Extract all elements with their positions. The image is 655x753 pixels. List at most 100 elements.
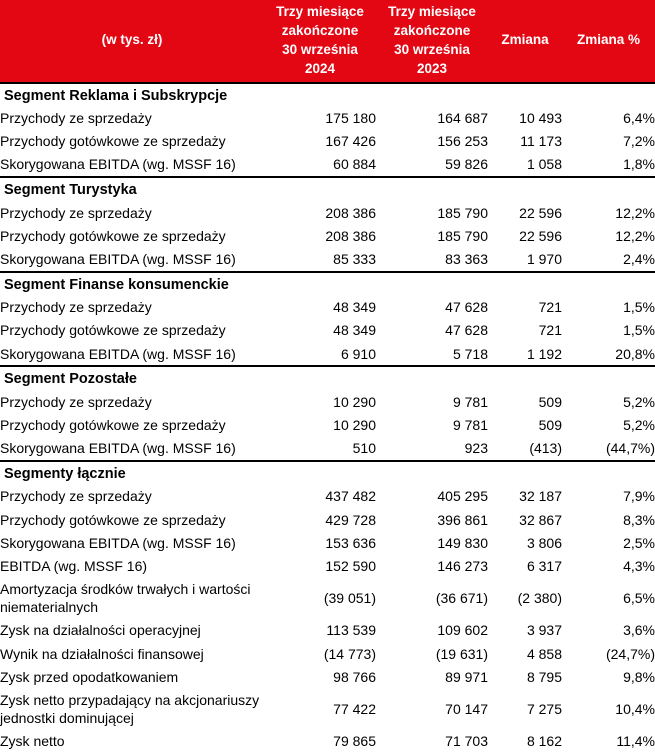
section-title: Segment Pozostałe <box>0 365 655 391</box>
value-change: 1 058 <box>526 156 562 173</box>
table-row: Skorygowana EBITDA (wg. MSSF 16) 60 884 59… <box>0 153 655 177</box>
table-body: Segment Reklama i Subskrypcje Przychody z… <box>0 81 655 753</box>
value-change-pct: (44,7%) <box>605 440 655 457</box>
value-change: 6 317 <box>526 557 562 574</box>
row-label: Przychody ze sprzedaży <box>0 299 152 316</box>
value-2024: 167 426 <box>325 133 376 150</box>
section-title-row: Segment Pozostałe <box>0 365 655 391</box>
value-2024: 48 349 <box>333 322 376 339</box>
value-2024: 79 865 <box>333 733 376 750</box>
value-change: (413) <box>529 440 562 457</box>
section-title-row: Segmenty łącznie <box>0 459 655 485</box>
value-2024: 437 482 <box>325 488 376 505</box>
table-row: Przychody ze sprzedaży 175 180 164 687 10 4… <box>0 107 655 130</box>
value-change-pct: 10,4% <box>615 701 655 718</box>
table-header-row: (w tys. zł) Trzy miesiące zakończone 30 … <box>0 0 655 84</box>
value-2024: 153 636 <box>325 534 376 551</box>
value-2023: 5 718 <box>452 345 488 362</box>
value-2024: 208 386 <box>325 204 376 221</box>
value-change-pct: 5,2% <box>623 416 655 433</box>
row-label: Skorygowana EBITDA (wg. MSSF 16) <box>0 345 236 362</box>
value-2024: 98 766 <box>333 668 376 685</box>
table-row: Przychody ze sprzedaży 208 386 185 790 22 5… <box>0 201 655 224</box>
row-label: Przychody ze sprzedaży <box>0 393 152 410</box>
value-change-pct: 2,4% <box>623 251 655 267</box>
value-2023: 164 687 <box>437 110 488 127</box>
row-label: Przychody ze sprzedaży <box>0 204 152 221</box>
value-2023: 146 273 <box>437 557 488 574</box>
value-2023: 9 781 <box>452 393 488 410</box>
value-change-pct: 4,3% <box>623 557 655 574</box>
row-label: Przychody gotówkowe ze sprzedaży <box>0 322 226 339</box>
value-2023: 59 826 <box>445 156 488 173</box>
value-2024: 48 349 <box>333 299 376 316</box>
table-row: Przychody ze sprzedaży 437 482 405 295 32 1… <box>0 485 655 508</box>
value-change: 509 <box>538 416 562 433</box>
row-label: Przychody ze sprzedaży <box>0 110 152 127</box>
table-row: Wynik na działalności finansowej (14 773)… <box>0 642 655 665</box>
row-label: Zysk przed opodatkowaniem <box>0 668 179 685</box>
table-row: Zysk przed opodatkowaniem 98 766 89 971 8 7… <box>0 665 655 688</box>
value-change-pct: 1,8% <box>623 156 655 173</box>
value-change-pct: 20,8% <box>615 345 655 362</box>
table-row: Przychody gotówkowe ze sprzedaży 167 426 1… <box>0 130 655 153</box>
col-header-change: Zmiana <box>488 0 562 84</box>
col-header-unit: (w tys. zł) <box>0 0 264 84</box>
value-2023: 89 971 <box>445 668 488 685</box>
value-2023: 109 602 <box>437 622 488 639</box>
value-change-pct: 12,2% <box>615 204 655 221</box>
value-change: 3 937 <box>526 622 562 639</box>
value-2023: 185 790 <box>437 204 488 221</box>
row-label: Przychody gotówkowe ze sprzedaży <box>0 511 226 528</box>
value-change-pct: 5,2% <box>623 393 655 410</box>
col-header-change-pct: Zmiana % <box>562 0 655 84</box>
value-change: 4 858 <box>526 645 562 662</box>
value-2023: (36 671) <box>435 590 488 607</box>
value-2023: 405 295 <box>437 488 488 505</box>
table-row: Zysk netto 79 865 71 703 8 162 11,4% <box>0 730 655 753</box>
value-change: 509 <box>538 393 562 410</box>
value-change-pct: 7,9% <box>623 488 655 505</box>
row-label: Wynik na działalności finansowej <box>0 645 204 662</box>
col-header-period-2024: Trzy miesiące zakończone 30 września 202… <box>264 0 376 84</box>
value-2024: (39 051) <box>323 590 376 607</box>
value-2023: 396 861 <box>437 511 488 528</box>
value-2024: 60 884 <box>333 156 376 173</box>
section-title: Segment Finanse konsumenckie <box>0 270 655 296</box>
value-2023: 47 628 <box>445 299 488 316</box>
value-2024: 208 386 <box>325 227 376 244</box>
value-2023: 185 790 <box>437 227 488 244</box>
section-title-row: Segment Finanse konsumenckie <box>0 270 655 296</box>
table-row: Przychody gotówkowe ze sprzedaży 10 290 9 … <box>0 413 655 436</box>
table-row: Skorygowana EBITDA (wg. MSSF 16) 153 636 1… <box>0 531 655 554</box>
value-2023: 47 628 <box>445 322 488 339</box>
value-change-pct: 1,5% <box>623 322 655 339</box>
table-row: Skorygowana EBITDA (wg. MSSF 16) 510 923 (4… <box>0 437 655 461</box>
value-2023: 83 363 <box>445 251 488 267</box>
table-row: Amortyzacja środków trwałych i wartości … <box>0 578 655 619</box>
value-change-pct: 7,2% <box>623 133 655 150</box>
row-label: Zysk netto przypadający na akcjonariuszy… <box>0 692 260 727</box>
row-label: Skorygowana EBITDA (wg. MSSF 16) <box>0 440 236 457</box>
value-2024: 85 333 <box>333 251 376 267</box>
value-change-pct: 12,2% <box>615 227 655 244</box>
value-2023: 9 781 <box>452 416 488 433</box>
value-change: 32 187 <box>519 488 562 505</box>
row-label: Przychody ze sprzedaży <box>0 488 152 505</box>
value-2024: 10 290 <box>333 416 376 433</box>
value-2023: 71 703 <box>445 733 488 750</box>
value-change: 721 <box>538 322 562 339</box>
value-2023: 923 <box>464 440 488 457</box>
row-label: Amortyzacja środków trwałych i wartości … <box>0 581 251 616</box>
value-2024: 175 180 <box>325 110 376 127</box>
row-label: Przychody gotówkowe ze sprzedaży <box>0 416 226 433</box>
table-row: Przychody ze sprzedaży 10 290 9 781 509 5,2% <box>0 390 655 413</box>
table-row: Przychody gotówkowe ze sprzedaży 208 386 1… <box>0 224 655 247</box>
table-row: Zysk na działalności operacyjnej 113 539 1… <box>0 619 655 642</box>
value-change: 3 806 <box>526 534 562 551</box>
value-change: 22 596 <box>519 204 562 221</box>
section-title-row: Segment Turystyka <box>0 176 655 202</box>
value-change-pct: 6,5% <box>623 590 655 607</box>
